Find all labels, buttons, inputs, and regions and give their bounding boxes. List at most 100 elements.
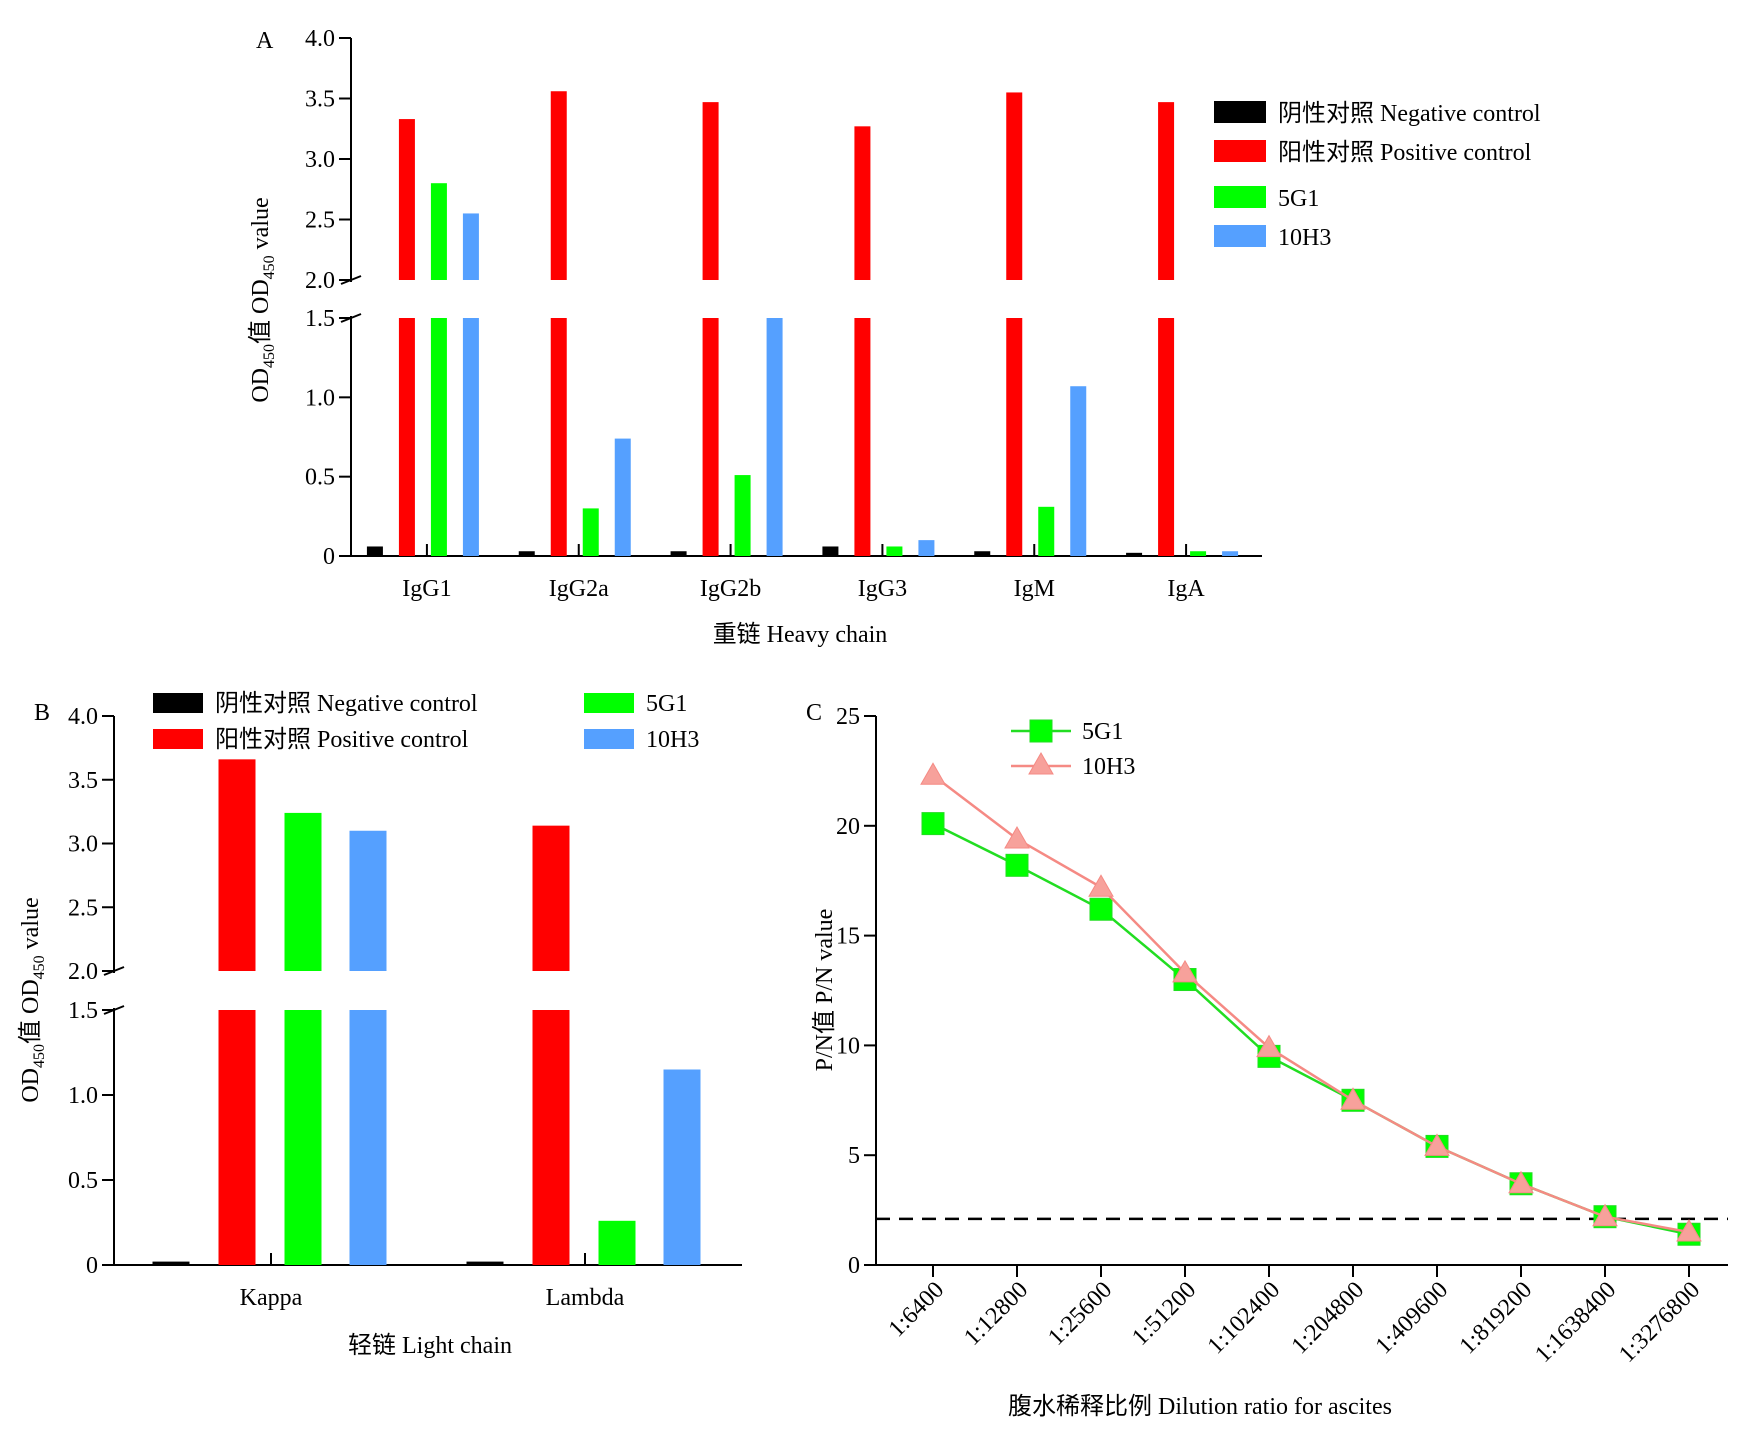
series-10h3-point <box>1676 1219 1702 1242</box>
y-tick-label: 4.0 <box>68 704 98 730</box>
series-5g1-point <box>1005 853 1029 877</box>
y-tick-label: 10 <box>836 1033 860 1059</box>
x-tick-label: IgG1 <box>402 576 451 602</box>
bar-3-0 <box>822 546 839 556</box>
legend-label: 5G1 <box>1082 719 1123 745</box>
bar-0-2-upper <box>430 183 447 280</box>
bar-2-1-upper <box>702 102 719 280</box>
bar-1-3 <box>614 438 631 556</box>
legend-swatch <box>1214 101 1266 123</box>
y-tick-label: 1.0 <box>68 1083 98 1109</box>
bar-0-3-upper <box>462 213 479 280</box>
y-tick-label: 2.0 <box>305 268 335 294</box>
bar-3-2 <box>886 546 903 556</box>
y-tick-label: 3.0 <box>305 147 335 173</box>
series-5g1-point <box>1089 897 1113 921</box>
bar-0-1-lower <box>398 318 415 556</box>
legend-marker-5g1 <box>1029 719 1053 743</box>
x-axis-label: 重链 Heavy chain <box>713 621 888 648</box>
bar-0-1-upper <box>398 119 415 280</box>
legend-swatch <box>1214 225 1266 247</box>
series-10h3-line <box>932 774 1690 1234</box>
legend-label: 5G1 <box>1278 186 1319 212</box>
y-tick-label: 5 <box>848 1143 860 1169</box>
series-10h3-point <box>1592 1203 1618 1227</box>
x-tick-label: 1:25600 <box>1043 1277 1117 1351</box>
y-axis-label: OD450值 OD450 value <box>17 897 48 1102</box>
bar-0-0 <box>152 1261 190 1265</box>
bar-5-1-lower <box>1158 318 1175 556</box>
panel-letter-a: A <box>256 28 274 54</box>
y-tick-label: 2.5 <box>68 895 98 921</box>
y-tick-label: 0.5 <box>305 465 335 491</box>
series-10h3-point <box>1340 1087 1366 1110</box>
bar-0-3-lower <box>462 318 479 556</box>
y-tick-label: 0 <box>86 1253 98 1279</box>
legend-label: 阴性对照 Negative control <box>1278 100 1541 127</box>
bar-4-0 <box>974 551 991 556</box>
x-tick-label: 1:1638400 <box>1530 1277 1621 1368</box>
bar-1-1-lower <box>532 1010 570 1265</box>
panel-b-light-chain-chart: 0 0.5 1.0 1.5 2.0 2.5 3.0 3.5 4.0 Kappa Lambda 轻链 L… <box>17 690 742 1359</box>
y-tick-label: 1.5 <box>305 306 335 332</box>
y-tick-label: 2.5 <box>305 208 335 234</box>
y-tick-label: 3.0 <box>68 832 98 858</box>
x-tick-label: Kappa <box>240 1285 303 1311</box>
y-axis-label-part: OD <box>248 368 274 403</box>
x-tick-label: IgG2b <box>700 576 761 602</box>
legend-swatch <box>153 729 203 749</box>
bar-2-2 <box>734 475 751 556</box>
legend-swatch <box>1214 140 1266 162</box>
bar-0-2-lower <box>284 1010 322 1265</box>
legend-marker-10h3 <box>1028 751 1054 775</box>
bar-3-1-upper <box>854 126 871 280</box>
y-axis-label-part: value <box>18 897 44 955</box>
series-5g1-point <box>921 812 945 836</box>
bar-0-2-lower <box>430 318 447 556</box>
bar-1-2 <box>582 508 599 556</box>
bar-0-1-lower <box>218 1010 256 1265</box>
y-tick-label: 2.0 <box>68 959 98 985</box>
y-tick-label: 1.5 <box>68 998 98 1024</box>
x-tick-label: 1:51200 <box>1127 1277 1201 1351</box>
series-10h3-point <box>1508 1170 1534 1194</box>
bar-4-3 <box>1070 386 1087 556</box>
y-tick-label: 0 <box>323 544 335 570</box>
legend-swatch <box>1214 186 1266 208</box>
x-tick-label: IgG2a <box>549 576 609 602</box>
x-tick-label: 1:6400 <box>884 1277 950 1343</box>
y-axis-label-part: 450 <box>31 1044 48 1068</box>
legend-label: 阴性对照 Negative control <box>215 690 478 717</box>
bar-1-1-upper <box>550 91 567 281</box>
series-10h3-point <box>1004 825 1030 849</box>
bar-5-1-upper <box>1158 102 1175 280</box>
bar-0-1-upper <box>218 759 256 971</box>
bar-1-3 <box>663 1069 701 1265</box>
x-axis-label: 轻链 Light chain <box>348 1332 512 1359</box>
series-10h3-point <box>1424 1133 1450 1156</box>
series-10h3-point <box>1172 959 1198 983</box>
x-axis-label: 腹水稀释比例 Dilution ratio for ascites <box>1008 1393 1392 1420</box>
bar-1-2 <box>598 1220 636 1265</box>
y-axis-label-part: 450 <box>261 344 278 368</box>
panel-letter-c: C <box>806 700 822 726</box>
x-tick-label: IgM <box>1014 576 1055 602</box>
legend-swatch <box>584 729 634 749</box>
y-tick-label: 0 <box>848 1253 860 1279</box>
legend-label: 5G1 <box>646 691 687 717</box>
y-tick-label: 15 <box>836 924 860 950</box>
bar-3-3 <box>918 540 935 556</box>
legend-label: 阳性对照 Positive control <box>215 726 469 753</box>
y-tick-label: 0.5 <box>68 1168 98 1194</box>
series-5g1-line <box>932 822 1690 1236</box>
y-axis-label-part: 450 <box>31 955 48 979</box>
y-tick-label: 25 <box>836 704 860 730</box>
y-axis-label: P/N值 P/N value <box>811 909 838 1072</box>
bar-2-3 <box>766 318 783 556</box>
bar-0-3-upper <box>349 830 387 971</box>
bar-0-0 <box>366 546 383 556</box>
series-10h3-point <box>1088 874 1114 897</box>
y-tick-label: 4.0 <box>305 26 335 52</box>
